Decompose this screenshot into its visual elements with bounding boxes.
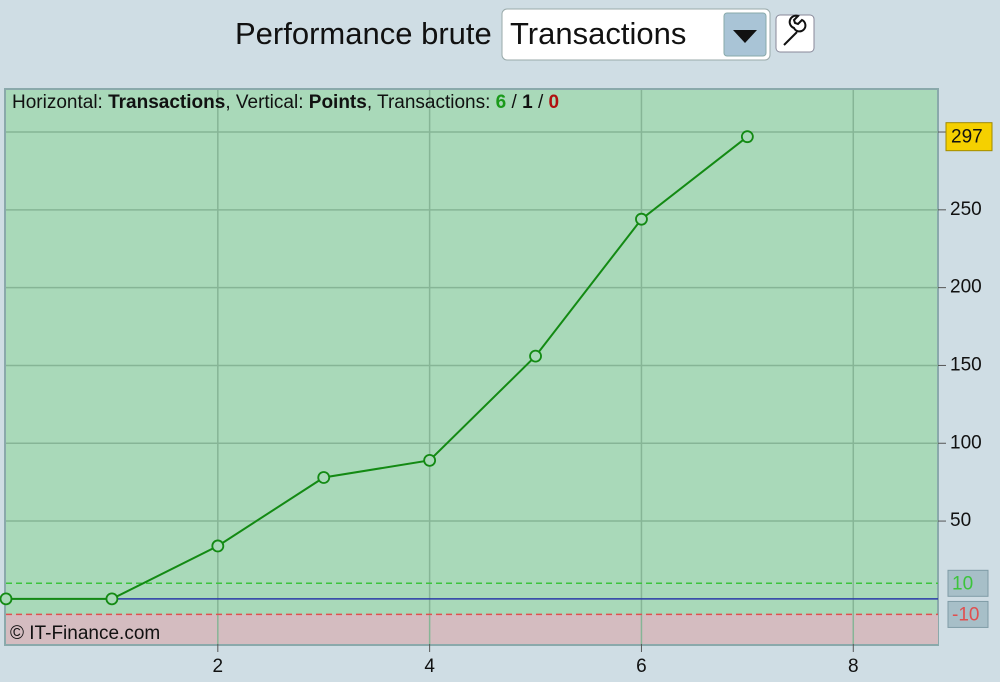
threshold-label-box — [947, 600, 989, 628]
point-marker — [635, 212, 648, 226]
point-marker — [0, 592, 13, 606]
info-value: Points — [309, 92, 367, 113]
point-marker — [105, 592, 119, 606]
info-label: , Vertical: — [225, 92, 303, 113]
threshold-label: 10 — [952, 573, 973, 594]
last-value-box — [945, 122, 993, 152]
info-label: , Transactions: — [367, 92, 491, 113]
neutral-count: 1 — [522, 92, 533, 113]
dropdown-box[interactable] — [501, 8, 771, 61]
threshold-label: -10 — [952, 604, 979, 625]
page-title: Performance brute — [235, 16, 492, 51]
y-tick-label: 100 — [950, 432, 982, 453]
y-tick-label: 50 — [950, 510, 971, 531]
series-line — [6, 135, 748, 600]
point-marker — [423, 453, 437, 467]
dropdown[interactable]: Transactions — [501, 8, 771, 61]
threshold-label-box — [947, 569, 989, 597]
y-tick-label: 200 — [950, 277, 982, 298]
separator: / — [538, 92, 544, 113]
info-label: Horizontal: — [12, 92, 103, 113]
point-marker — [211, 539, 225, 553]
x-tick-label: 2 — [213, 656, 224, 677]
point-marker — [740, 130, 754, 144]
copyright: © IT-Finance.com — [10, 623, 160, 644]
separator: / — [512, 92, 518, 113]
y-tick-label: 150 — [950, 354, 982, 375]
x-tick-label: 6 — [636, 656, 647, 677]
y-tick-label: 250 — [950, 199, 982, 220]
x-tick-label: 4 — [424, 656, 435, 677]
loss-zone — [6, 614, 938, 644]
point-marker — [317, 471, 331, 484]
chart-info: Horizontal: Transactions, Vertical: Poin… — [12, 92, 559, 113]
x-tick-label: 8 — [848, 656, 859, 677]
settings-button[interactable] — [775, 14, 815, 53]
losses-count: 0 — [549, 92, 560, 113]
wrench-icon — [783, 14, 807, 46]
point-marker — [529, 349, 542, 363]
dropdown-value[interactable]: Transactions — [510, 16, 686, 51]
wins-count: 6 — [496, 92, 507, 113]
plot-area — [4, 88, 939, 646]
dropdown-arrow — [733, 30, 757, 43]
info-value: Transactions — [108, 92, 225, 113]
last-value-label: 297 — [951, 127, 983, 148]
